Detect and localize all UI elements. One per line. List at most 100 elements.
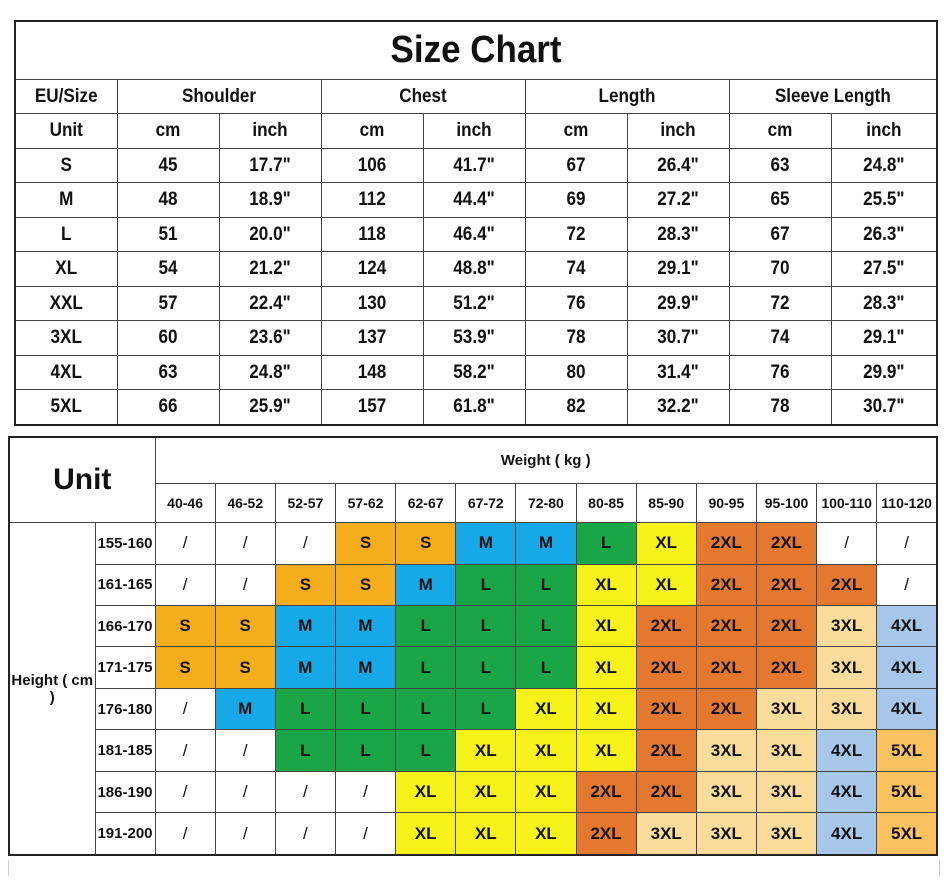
size-cell: 3XL — [635, 812, 697, 856]
header-chest: Chest — [330, 78, 516, 115]
size-cell: M — [455, 522, 517, 565]
measurement-cell: 72 — [529, 216, 623, 253]
size-cell: L — [455, 687, 517, 731]
header-length: Length — [534, 78, 720, 115]
unit-cell: cm — [529, 113, 623, 149]
size-cell: XL — [455, 729, 517, 772]
weight-range: 100-110 — [816, 482, 878, 524]
header-shoulder: Shoulder — [126, 78, 312, 115]
measurement-cell: 82 — [529, 389, 623, 426]
weight-range: 46-52 — [214, 482, 276, 524]
size-cell: 2XL — [695, 646, 757, 689]
measurement-cell: 51 — [121, 216, 215, 253]
size-cell: S — [274, 563, 336, 606]
measurement-cell: 157 — [325, 389, 419, 426]
size-row: L 51 20.0" 118 46.4" 72 28.3" 67 26.3" — [15, 216, 937, 253]
size-cell: 3XL — [695, 770, 757, 814]
size-cell: XL — [455, 770, 517, 814]
size-cell: M — [274, 604, 336, 648]
size-cell: L — [334, 687, 397, 731]
size-cell: L — [274, 687, 336, 731]
measurement-cell: 45 — [121, 147, 215, 184]
measurement-cell: 23.6" — [223, 320, 317, 356]
measurement-cell: 61.8" — [427, 389, 521, 426]
measurement-cell: 65 — [733, 182, 827, 218]
measurement-cell: 74 — [529, 251, 623, 287]
size-label: 5XL — [19, 389, 113, 426]
height-row: 176-180/M L L L L XL XL 2XL 2XL 3XL 3XL 4XL — [9, 687, 938, 731]
measurement-cell: 29.1" — [631, 251, 725, 287]
size-cell: XL — [575, 729, 637, 772]
size-cell: L — [575, 522, 637, 565]
measurement-cell: 29.1" — [835, 320, 933, 356]
size-cell: 2XL — [635, 646, 697, 689]
weight-header-row: 40-46 46-52 52-57 57-62 62-67 67-72 72-80 80-85… — [9, 482, 938, 524]
measurement-cell: 18.9" — [223, 182, 317, 218]
size-row: XL 54 21.2" 124 48.8" 74 29.1" 70 27.5" — [15, 251, 937, 287]
weight-range: 57-62 — [334, 482, 397, 524]
measurement-cell: 74 — [733, 320, 827, 356]
height-row: 166-170 S S M M L L L XL 2XL 2XL 2XL 3XL 4XL — [9, 604, 938, 648]
measurement-cell: 58.2" — [427, 354, 521, 391]
weight-range: 80-85 — [575, 482, 637, 524]
weight-axis-title: Weight ( kg ) — [154, 436, 938, 484]
size-cell: L — [515, 646, 577, 689]
size-cell: 2XL — [695, 604, 757, 648]
measurement-cell: 28.3" — [631, 216, 725, 253]
size-cell: S — [334, 563, 397, 606]
size-cell: 2XL — [816, 563, 878, 606]
measurement-cell: 27.2" — [631, 182, 725, 218]
size-cell: / — [876, 522, 938, 565]
size-cell: S — [154, 604, 216, 648]
size-cell: / — [214, 770, 276, 814]
size-cell: 2XL — [575, 812, 637, 856]
size-cell: M — [334, 604, 397, 648]
unit-cell: Unit — [19, 113, 113, 149]
weight-range: 67-72 — [455, 482, 517, 524]
size-cell: XL — [395, 770, 457, 814]
height-row: 186-190// / / XL XL XL 2XL 2XL 3XL 3XL 4XL 5XL — [9, 770, 938, 814]
measurement-cell: 44.4" — [427, 182, 521, 218]
size-label: L — [19, 216, 113, 253]
measurement-cell: 20.0" — [223, 216, 317, 253]
measurement-cell: 54 — [121, 251, 215, 287]
unit-cell: inch — [427, 113, 521, 149]
size-cell: 2XL — [755, 646, 818, 689]
size-cell: XL — [575, 563, 637, 606]
size-row: M 48 18.9" 112 44.4" 69 27.2" 65 25.5" — [15, 182, 937, 218]
size-cell: 4XL — [816, 812, 878, 856]
size-cell: XL — [575, 604, 637, 648]
size-cell: L — [395, 646, 457, 689]
unit-row: Unit cm inch cm inch cm inch cm inch — [15, 113, 937, 149]
measurement-cell: 51.2" — [427, 285, 521, 322]
size-cell: M — [214, 687, 276, 731]
measurement-cell: 48 — [121, 182, 215, 218]
measurement-cell: 70 — [733, 251, 827, 287]
size-cell: 2XL — [695, 563, 757, 606]
measurement-cell: 76 — [529, 285, 623, 322]
size-cell: 3XL — [755, 687, 818, 731]
size-cell: / — [154, 563, 216, 606]
measurement-cell: 66 — [121, 389, 215, 426]
size-label: 4XL — [19, 354, 113, 391]
measurement-cell: 137 — [325, 320, 419, 356]
unit-cell: cm — [121, 113, 215, 149]
height-row: Height ( cm ) 155-160// / S S M M L XL 2XL 2XL / / — [8, 522, 938, 856]
size-cell: / — [334, 770, 397, 814]
weight-range: 72-80 — [515, 482, 577, 524]
size-cell: / — [214, 729, 276, 772]
size-cell: 2XL — [635, 687, 697, 731]
measurement-cell: 41.7" — [427, 147, 521, 184]
size-cell: XL — [575, 687, 637, 731]
measurement-cell: 26.4" — [631, 147, 725, 184]
measurement-cell: 31.4" — [631, 354, 725, 391]
size-cell: L — [515, 563, 577, 606]
height-axis-title: Height ( cm ) — [8, 522, 96, 856]
size-cell: L — [395, 729, 457, 772]
size-cell: / — [876, 563, 938, 606]
size-cell: / — [274, 812, 336, 856]
height-range: 176-180 — [94, 687, 156, 731]
size-cell: 3XL — [755, 770, 818, 814]
size-cell: XL — [515, 687, 577, 731]
size-cell: / — [154, 770, 216, 814]
